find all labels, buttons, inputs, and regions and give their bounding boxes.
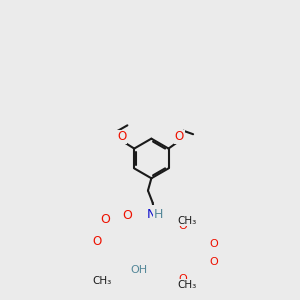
Text: CH₃: CH₃ bbox=[177, 216, 196, 226]
Text: N: N bbox=[147, 208, 156, 221]
Text: O: O bbox=[122, 209, 132, 222]
Text: OH: OH bbox=[131, 266, 148, 275]
Text: O: O bbox=[178, 274, 187, 284]
Text: H: H bbox=[154, 208, 164, 221]
Text: CH₃: CH₃ bbox=[177, 280, 196, 290]
Text: O: O bbox=[92, 235, 102, 248]
Text: O: O bbox=[209, 257, 218, 267]
Text: O: O bbox=[100, 213, 110, 226]
Text: O: O bbox=[175, 130, 184, 143]
Text: O: O bbox=[117, 130, 127, 143]
Text: CH₃: CH₃ bbox=[93, 276, 112, 286]
Text: O: O bbox=[209, 238, 218, 248]
Text: O: O bbox=[178, 221, 187, 231]
